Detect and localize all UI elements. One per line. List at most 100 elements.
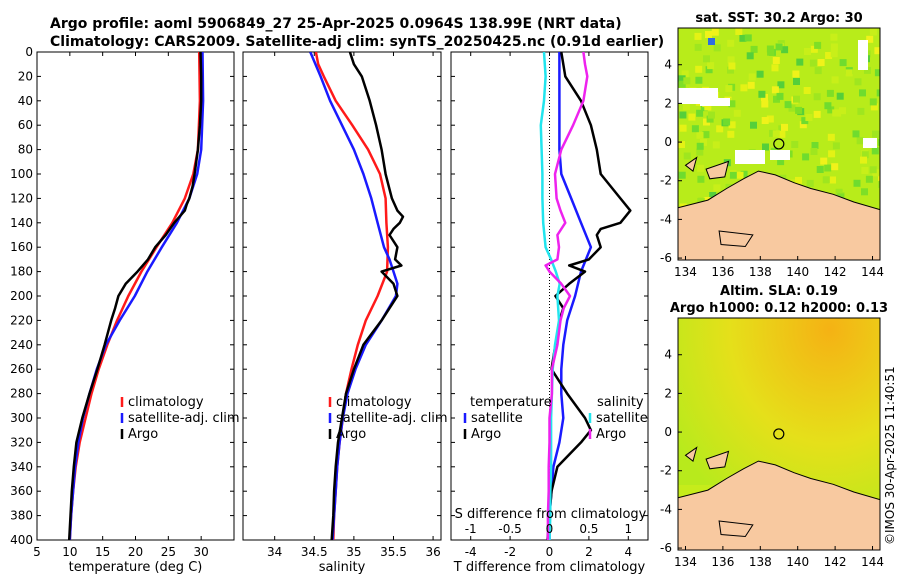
sst-pixel	[874, 47, 880, 55]
x-tick-label: -2	[504, 545, 516, 559]
sst-pixel	[877, 138, 880, 146]
sst-pixel	[817, 59, 825, 66]
sst-map-panel: 134 136 138 140 142 144 4 2 0 -2 -4 -6	[660, 27, 884, 279]
sst-pixel	[778, 130, 786, 138]
sst-pixel	[801, 117, 809, 125]
sst-pixel	[811, 142, 819, 149]
sst-pixel	[864, 66, 871, 74]
y-tick-label: 380	[10, 509, 33, 523]
temperature-profile-panel: 0 20 40 60 80 100 120 140 160 180 200 220 240 260 280 3…	[10, 45, 240, 575]
y-tick-label: 260	[10, 362, 33, 376]
x-tick-label: 34	[267, 545, 282, 559]
sst-pixel	[879, 31, 880, 39]
sst-cloud-gap	[770, 150, 790, 160]
land-island	[718, 520, 754, 538]
y-tick-label: -2	[660, 174, 672, 188]
x-tick-label: 138	[749, 555, 772, 569]
sst-pixel	[861, 151, 869, 159]
sst-pixel	[854, 78, 862, 86]
legend-label: satellite	[596, 411, 648, 426]
x-tick-label: 2	[585, 545, 593, 559]
y-tick-label: 240	[10, 338, 33, 352]
y-tick-label: 20	[18, 69, 33, 83]
sst-pixel	[791, 141, 799, 148]
map-frame	[677, 317, 881, 551]
sst-pixel	[832, 142, 840, 150]
sst-pixel	[723, 118, 731, 126]
sst-pixel	[831, 163, 839, 171]
sst-pixel-cool	[708, 38, 715, 45]
y-tick-label: 4	[664, 58, 672, 72]
sst-pixel	[682, 103, 690, 111]
map-frame	[677, 27, 881, 261]
sst-pixel	[814, 41, 822, 49]
sst-pixel	[827, 106, 835, 114]
header-title-line1: Argo profile: aoml 5906849_27 25-Apr-202…	[50, 16, 622, 32]
sst-pixel	[681, 70, 689, 78]
legend-label: Argo	[336, 427, 366, 442]
legend-label: satellite-adj. clim	[128, 411, 240, 426]
y-tick-label: 360	[10, 484, 33, 498]
legend-label: satellite-adj. clim	[336, 411, 448, 426]
sst-pixel	[746, 52, 754, 60]
sst-pixel	[830, 50, 838, 58]
y-tick-label: -6	[660, 251, 672, 265]
sst-pixel	[700, 138, 707, 146]
x-tick-label: 0	[546, 545, 554, 559]
sst-pixel	[814, 67, 822, 75]
sst-pixel	[740, 84, 748, 92]
y-tick-label: 320	[10, 435, 33, 449]
sst-pixel	[793, 95, 800, 103]
y-tick-label: 80	[18, 143, 33, 157]
sst-pixel	[772, 57, 780, 64]
sla-map-title-line2: Argo h1000: 0.12 h2000: 0.13	[670, 301, 888, 316]
legend-label: satellite	[471, 411, 523, 426]
x-axis-label: salinity	[319, 560, 366, 575]
sst-pixel	[739, 34, 747, 42]
x-tick-label: 134	[674, 265, 697, 279]
sst-pixel	[832, 109, 840, 117]
sst-pixel	[827, 133, 835, 141]
sst-pixel	[725, 85, 733, 93]
sst-pixel	[872, 130, 879, 138]
sst-pixel	[694, 32, 702, 40]
sst-pixel	[709, 192, 717, 199]
sst-pixel	[813, 93, 821, 101]
series-line-temperature-satellite	[548, 52, 593, 540]
sst-pixel	[859, 89, 866, 97]
sst-pixel	[713, 44, 721, 52]
sst-pixel	[758, 90, 766, 98]
y-tick-label: -4	[660, 212, 672, 226]
legend-label: climatology	[128, 395, 204, 410]
sst-pixel	[695, 65, 703, 73]
sst-pixel	[852, 130, 860, 138]
series-line-satellite-adj-clim	[309, 52, 399, 540]
s-tick-label: 0	[546, 522, 554, 536]
sst-pixel	[679, 111, 687, 119]
sst-pixel	[678, 141, 685, 148]
sst-pixel	[702, 131, 710, 139]
y-tick-label: 0	[664, 425, 672, 439]
sst-pixel	[874, 69, 880, 77]
x-tick-label: 36	[425, 545, 440, 559]
sst-pixel	[713, 184, 721, 192]
sst-pixel	[861, 188, 868, 196]
sst-cloud-gap	[858, 40, 868, 70]
x-axis-label: temperature (deg C)	[69, 560, 203, 575]
y-tick-label: 40	[18, 94, 33, 108]
x-tick-label: 34.5	[301, 545, 328, 559]
y-tick-label: 120	[10, 191, 33, 205]
sst-pixel	[761, 100, 769, 108]
x-tick-label: 15	[95, 545, 110, 559]
x-tick-label: 35.5	[380, 545, 407, 559]
y-tick-label: 2	[664, 386, 672, 400]
sst-pixel	[769, 129, 776, 137]
y-tick-label: 220	[10, 313, 33, 327]
sst-pixel	[803, 87, 811, 94]
series-line-salinity-argo	[544, 52, 589, 540]
sst-pixel	[839, 107, 846, 115]
sst-pixel	[805, 114, 813, 121]
legend-title-salinity: salinity	[597, 395, 644, 410]
x-axis-label: T difference from climatology	[453, 560, 646, 575]
